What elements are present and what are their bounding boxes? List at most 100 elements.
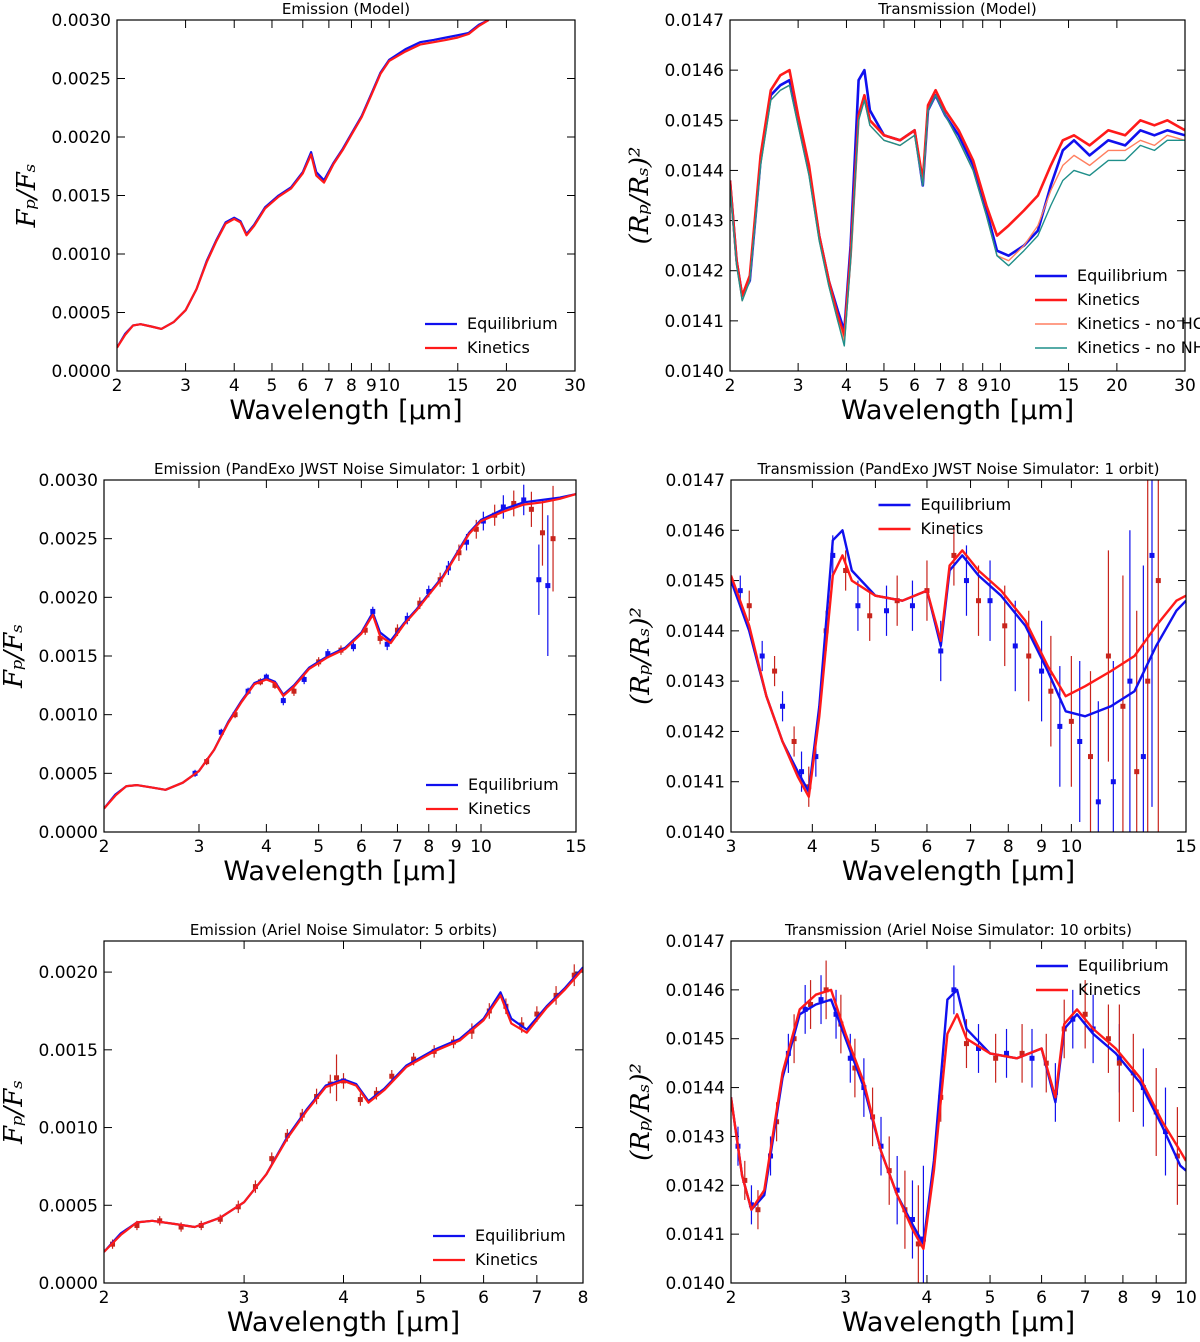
y-tick-label: 0.0000 [52,362,111,382]
chart-panel-5: Transmission (Ariel Noise Simulator: 10 … [626,921,1197,1338]
data-point [411,1056,417,1062]
y-tick-label: 0.0005 [52,304,111,324]
x-tick-label: 2 [99,837,110,857]
series-line-kinetics [104,968,583,1253]
data-point [1077,738,1083,744]
y-tick-label: 0.0142 [665,262,724,282]
data-point [976,598,982,604]
x-tick-label: 3 [840,1288,851,1308]
x-tick-label: 8 [423,837,434,857]
y-tick-label: 0.0141 [665,312,724,332]
data-point [1039,668,1045,674]
x-tick-label: 6 [478,1288,489,1308]
x-tick-label: 20 [496,376,518,396]
data-point [1019,1050,1025,1056]
legend-label: Kinetics [1078,980,1141,999]
series-line-kinetics [731,988,1186,1250]
y-axis-label: Fₚ/Fₛ [12,164,42,229]
x-tick-label: 4 [338,1288,349,1308]
x-tick-label: 6 [297,376,308,396]
series-line-kinetics [117,20,490,349]
y-tick-label: 0.0147 [666,471,725,491]
y-tick-label: 0.0146 [666,981,725,1001]
data-point [178,1224,184,1230]
error-points-equilibrium [737,480,1155,832]
x-tick-label: 7 [323,376,334,396]
data-point [545,583,551,589]
chart-panel-1: Transmission (Model) 2 3 4 5 6 7 8 9 10 15 20 30 0.01… [625,0,1200,426]
data-point [571,972,577,978]
data-point [291,688,297,694]
y-tick-label: 0.0141 [666,1225,725,1245]
data-point [373,1090,379,1096]
y-tick-label: 0.0147 [665,11,724,31]
data-point [852,1065,858,1071]
x-tick-label: 6 [1036,1288,1047,1308]
x-tick-label: 5 [879,376,890,396]
data-point [884,608,890,614]
data-point [536,577,542,583]
x-tick-label: 15 [1175,837,1197,857]
data-point [1120,703,1126,709]
data-point [791,738,797,744]
chart-panel-3: Transmission (PandExo JWST Noise Simulat… [626,460,1197,887]
legend-label: Kinetics [1077,290,1140,309]
data-point [742,1177,748,1183]
series-line-kinetics [730,68,1185,338]
data-point [500,504,506,510]
x-tick-label: 5 [985,1288,996,1308]
data-point [976,1045,982,1051]
data-point [894,1187,900,1193]
x-tick-label: 2 [99,1288,110,1308]
x-tick-label: 5 [267,376,278,396]
x-tick-label: 4 [807,837,818,857]
data-point [823,987,829,993]
x-tick-label: 5 [870,837,881,857]
x-tick-label: 30 [564,376,586,396]
data-point [1174,1153,1180,1159]
series-line-equilibrium [104,966,583,1253]
y-tick-label: 0.0010 [52,245,111,265]
series-line-equilibrium [731,988,1186,1246]
y-tick-label: 0.0143 [666,1127,725,1147]
data-point [1004,1050,1010,1056]
x-tick-label: 9 [451,837,462,857]
y-tick-label: 0.0140 [666,823,725,843]
y-tick-label: 0.0143 [666,672,725,692]
data-point [818,997,824,1003]
data-point [987,598,993,604]
y-tick-label: 0.0020 [39,963,98,983]
y-tick-label: 0.0143 [665,212,724,232]
x-tick-label: 10 [378,376,400,396]
data-point [915,1241,921,1247]
data-point [232,712,238,718]
x-tick-label: 4 [261,837,272,857]
chart-panel-0: Emission (Model) 2 3 4 5 6 7 8 9 10 15 20 30 0.0000 0.… [12,0,586,426]
data-point [1057,723,1063,729]
series-line-kinetics [731,549,1186,798]
chart-title: Emission (PandExo JWST Noise Simulator: … [154,460,526,478]
x-tick-label: 4 [229,376,240,396]
data-point [951,987,957,993]
x-tick-label: 7 [935,376,946,396]
data-point [1140,754,1146,760]
data-point [808,1002,814,1008]
y-tick-label: 0.0005 [39,1196,98,1216]
y-tick-label: 0.0144 [666,622,725,642]
data-point [350,644,356,650]
legend-label: Equilibrium [468,775,559,794]
y-tick-label: 0.0140 [666,1274,725,1294]
x-axis-label: Wavelength [μm] [841,395,1074,426]
y-tick-label: 0.0146 [665,61,724,81]
data-point [772,668,778,674]
chart-title: Emission (Model) [282,0,410,18]
data-point [218,729,224,735]
y-tick-label: 0.0145 [665,111,724,131]
y-tick-label: 0.0010 [39,706,98,726]
x-tick-label: 9 [1036,837,1047,857]
x-tick-label: 4 [922,1288,933,1308]
x-tick-label: 8 [346,376,357,396]
y-tick-label: 0.0025 [52,70,111,90]
x-tick-label: 9 [1151,1288,1162,1308]
